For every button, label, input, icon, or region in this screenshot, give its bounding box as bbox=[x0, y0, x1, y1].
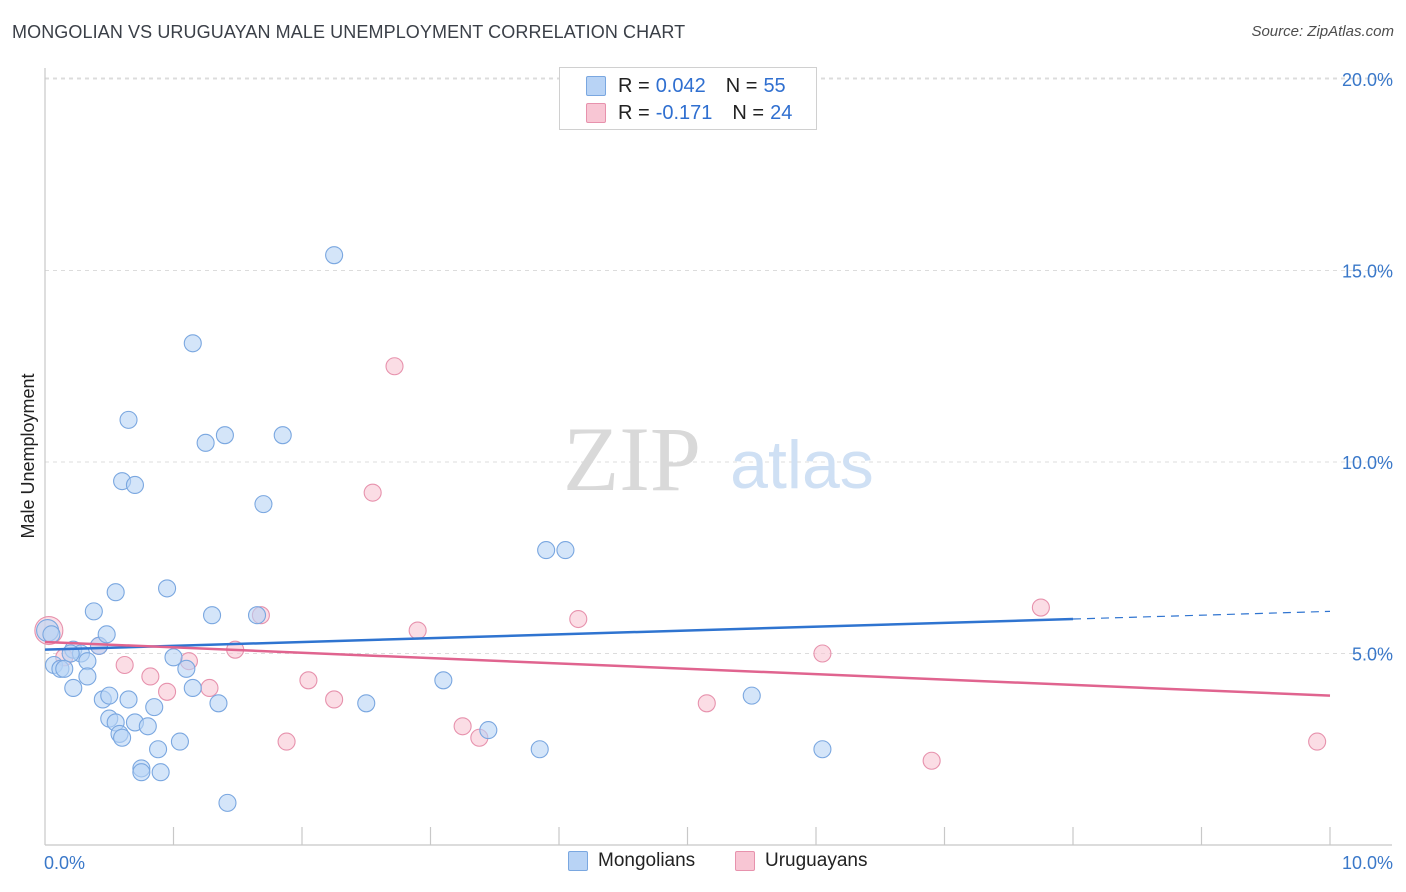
y-tick-label: 20.0% bbox=[1342, 70, 1393, 90]
mongolians-point bbox=[183, 678, 202, 698]
uruguayans-point bbox=[1031, 598, 1050, 617]
n-value: 24 bbox=[770, 101, 793, 124]
mongolians-point bbox=[64, 678, 83, 698]
chart-title: MONGOLIAN VS URUGUAYAN MALE UNEMPLOYMENT… bbox=[12, 22, 686, 42]
n-value: 55 bbox=[763, 74, 786, 97]
watermark-zip: ZIP bbox=[563, 408, 701, 510]
mongolians-point bbox=[177, 659, 196, 678]
mongolians-point bbox=[55, 659, 74, 678]
mongolians-point bbox=[84, 602, 103, 621]
r-value: -0.171 bbox=[655, 101, 713, 124]
mongolians-point bbox=[530, 740, 549, 759]
mongolians-legend-swatch bbox=[568, 851, 588, 871]
mongolians-trend-line bbox=[44, 617, 1074, 651]
x-tick-label: 0.0% bbox=[44, 853, 85, 873]
watermark-atlas: atlas bbox=[730, 427, 874, 503]
uruguayans-point bbox=[299, 671, 318, 690]
uruguayans-point bbox=[158, 682, 177, 701]
mongolians-swatch bbox=[586, 76, 606, 96]
r-value: 0.042 bbox=[655, 74, 706, 97]
tick-labels: 5.0% 10.0% 15.0% 20.0% 0.0% 10.0% bbox=[44, 70, 1393, 873]
mongolians-point bbox=[164, 648, 183, 667]
mongolians-point bbox=[218, 793, 237, 812]
mongolians-point bbox=[78, 667, 97, 686]
uruguayans-point bbox=[569, 609, 588, 629]
stats-legend: R = 0.042 N = 55 R = -0.171 N = 24 bbox=[559, 67, 817, 130]
uruguayans-point bbox=[1308, 732, 1327, 751]
mongolians-point bbox=[138, 717, 157, 736]
y-axis-label: Male Unemployment bbox=[18, 373, 38, 538]
grid-lines bbox=[45, 77, 1392, 654]
mongolians-point bbox=[97, 625, 116, 644]
mongolians-point bbox=[78, 652, 97, 671]
y-tick-label: 5.0% bbox=[1352, 645, 1393, 665]
n-label: N = bbox=[725, 74, 758, 97]
mongolians-point bbox=[106, 583, 125, 602]
mongolians-point bbox=[203, 606, 222, 625]
mongolians-point bbox=[357, 694, 376, 713]
uruguayans-point bbox=[408, 621, 427, 640]
mongolians-point bbox=[100, 686, 119, 705]
mongolians-point bbox=[537, 541, 556, 560]
mongolians-point bbox=[813, 740, 832, 759]
uruguayans-point bbox=[813, 644, 832, 663]
mongolians-point bbox=[149, 740, 168, 759]
uruguayans-point bbox=[453, 717, 472, 736]
uruguayans-legend-swatch bbox=[735, 851, 755, 871]
mongolians-trend-extension bbox=[1072, 610, 1331, 620]
mongolians-point bbox=[183, 334, 202, 353]
mongolians-point bbox=[119, 690, 138, 709]
source-label: Source: ZipAtlas.com bbox=[1251, 23, 1394, 40]
uruguayans-trend-line bbox=[44, 640, 1331, 697]
mongolians-points bbox=[36, 246, 832, 812]
axes bbox=[44, 68, 1392, 846]
mongolians-point bbox=[151, 763, 170, 782]
y-tick-label: 15.0% bbox=[1342, 262, 1393, 282]
mongolians-point bbox=[215, 426, 234, 445]
mongolians-point bbox=[434, 671, 453, 690]
trend-lines bbox=[44, 610, 1331, 697]
mongolians-point bbox=[119, 410, 138, 429]
stats-row-uruguayans: R = -0.171 N = 24 bbox=[586, 101, 792, 125]
legend-item-mongolians[interactable]: Mongolians bbox=[568, 850, 695, 872]
mongolians-point bbox=[42, 625, 61, 644]
uruguayans-point bbox=[200, 678, 219, 698]
mongolians-point bbox=[247, 606, 267, 625]
y-tick-label: 10.0% bbox=[1342, 453, 1393, 473]
mongolians-point bbox=[742, 686, 761, 705]
uruguayans-point bbox=[141, 667, 160, 686]
x-tick-label: 10.0% bbox=[1342, 853, 1393, 873]
n-label: N = bbox=[732, 101, 765, 124]
mongolians-point bbox=[113, 728, 132, 747]
r-label: R = bbox=[618, 101, 650, 124]
mongolians-point bbox=[145, 698, 164, 717]
mongolians-point bbox=[125, 475, 144, 495]
uruguayans-point bbox=[922, 751, 941, 770]
legend-label-uruguayans: Uruguayans bbox=[765, 850, 868, 871]
series-legend: Mongolians Uruguayans bbox=[0, 850, 1406, 878]
legend-label-mongolians: Mongolians bbox=[598, 850, 696, 871]
stats-row-mongolians: R = 0.042 N = 55 bbox=[586, 74, 786, 98]
uruguayans-point bbox=[385, 357, 404, 376]
mongolians-point bbox=[556, 541, 575, 560]
mongolians-point bbox=[132, 763, 151, 782]
uruguayans-point bbox=[325, 690, 344, 709]
mongolians-point bbox=[209, 694, 228, 713]
mongolians-point bbox=[325, 246, 344, 265]
mongolians-point bbox=[273, 426, 292, 445]
uruguayans-point bbox=[363, 483, 382, 502]
uruguayans-point bbox=[697, 694, 716, 713]
legend-item-uruguayans[interactable]: Uruguayans bbox=[735, 850, 867, 872]
mongolians-point bbox=[158, 579, 177, 598]
mongolians-point bbox=[254, 495, 273, 514]
mongolians-point bbox=[196, 433, 215, 452]
uruguayans-point bbox=[115, 655, 134, 675]
uruguayans-swatch bbox=[586, 103, 606, 123]
mongolians-point bbox=[170, 732, 189, 751]
uruguayans-point bbox=[277, 732, 296, 751]
r-label: R = bbox=[618, 74, 650, 97]
mongolians-point bbox=[479, 721, 498, 740]
watermark: ZIP atlas bbox=[563, 408, 874, 510]
